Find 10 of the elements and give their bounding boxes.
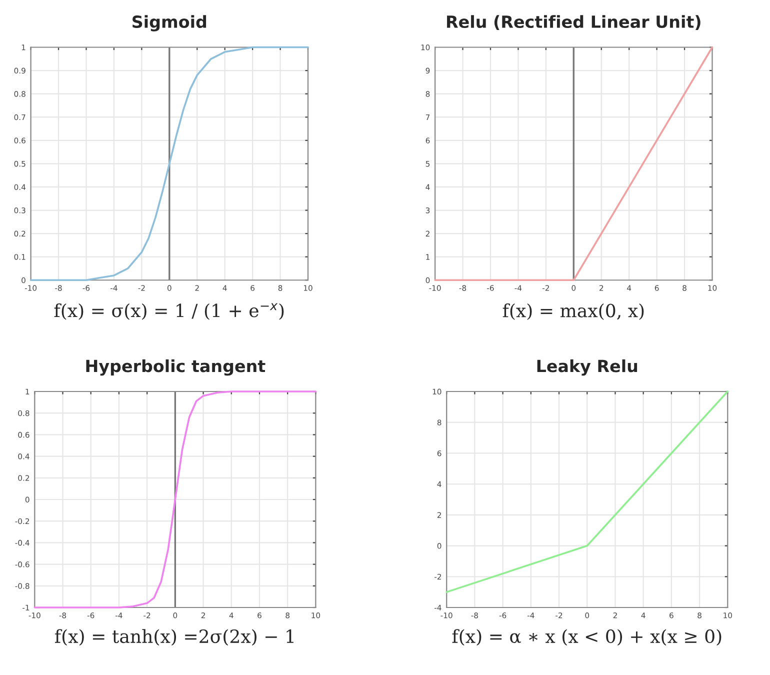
line-series <box>30 46 309 282</box>
line-series <box>34 390 317 608</box>
text: f(x) = max(0, x) <box>502 303 644 320</box>
text: f(x) = α ∗ x (x < 0) + x(x ≥ 0) <box>452 629 722 646</box>
chart-title: Leaky Relu <box>537 359 638 376</box>
chart-title: Sigmoid <box>132 15 206 32</box>
chart-title: Hyperbolic tangent <box>86 359 266 376</box>
text: f(x) = tanh(x) =2σ(2x) − 1 <box>55 629 294 646</box>
chart-title: Relu (Rectified Linear Unit) <box>447 15 700 30</box>
text: f(x) = σ(x) = 1 / (1 + e$^{−x}$) <box>54 303 284 320</box>
